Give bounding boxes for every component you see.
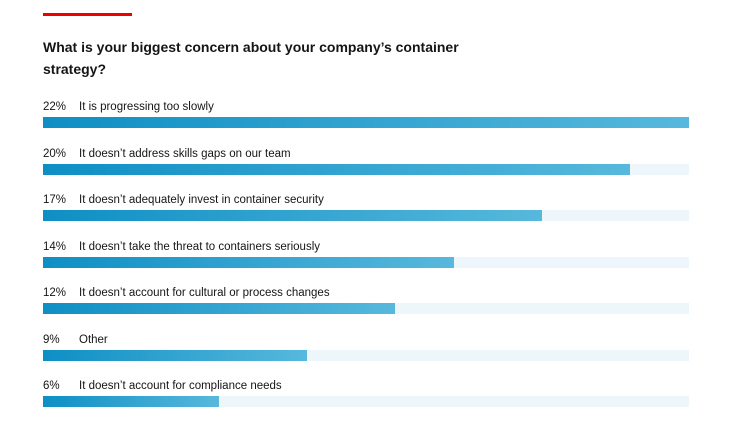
bar-track	[43, 349, 689, 361]
bar-fill	[43, 256, 454, 268]
bar-percent-label: 17%	[43, 194, 67, 206]
accent-rule	[43, 13, 132, 16]
bar-label: 9% Other	[43, 332, 108, 348]
bar-label: 12% It doesn’t account for cultural or pr…	[43, 285, 330, 301]
bar-percent-label: 14%	[43, 240, 67, 253]
bar-track	[43, 163, 689, 175]
bar-row: 9% Other	[43, 332, 689, 379]
bar-fill	[43, 303, 395, 314]
bar-label: 6% It doesn’t account for compliance need…	[43, 378, 282, 394]
bar-fill	[43, 210, 542, 221]
bar-row: 17% It doesn’t adequately invest in conta…	[43, 192, 689, 239]
bar-label: 22% It is progressing too slowly	[43, 99, 214, 115]
bar-percent-label: 12%	[43, 287, 67, 299]
bar-track	[43, 303, 689, 314]
bar-category-label: It doesn’t address skills gaps on our te…	[79, 147, 291, 160]
bar-category-label: It doesn’t account for compliance needs	[79, 380, 282, 392]
chart-title: What is your biggest concern about your …	[43, 39, 459, 77]
bar-list: 22% It is progressing too slowly 20% It doe…	[43, 99, 689, 425]
bar-track	[43, 396, 689, 407]
bar-fill	[43, 349, 307, 361]
bar-category-label: It doesn’t adequately invest in containe…	[79, 194, 324, 206]
bar-label: 14% It doesn’t take the threat to contain…	[43, 239, 320, 255]
bar-row: 20% It doesn’t address skills gaps on our…	[43, 146, 689, 193]
bar-label: 17% It doesn’t adequately invest in conta…	[43, 192, 324, 208]
bar-percent-label: 9%	[43, 333, 60, 346]
bar-track	[43, 117, 689, 128]
bar-percent-label: 6%	[43, 380, 60, 392]
bar-track	[43, 256, 689, 268]
bar-track	[43, 210, 689, 221]
bar-category-label: It doesn’t account for cultural or proce…	[79, 287, 330, 299]
bar-row: 14% It doesn’t take the threat to contain…	[43, 239, 689, 286]
bar-category-label: Other	[79, 333, 108, 346]
bar-fill	[43, 163, 630, 175]
bar-category-label: It doesn’t take the threat to containers…	[79, 240, 320, 253]
bar-row: 6% It doesn’t account for compliance need…	[43, 378, 689, 425]
bar-row: 22% It is progressing too slowly	[43, 99, 689, 146]
bar-row: 12% It doesn’t account for cultural or pr…	[43, 285, 689, 332]
bar-percent-label: 22%	[43, 101, 67, 113]
bar-fill	[43, 117, 689, 128]
bar-percent-label: 20%	[43, 147, 67, 160]
bar-category-label: It is progressing too slowly	[79, 101, 214, 113]
bar-label: 20% It doesn’t address skills gaps on our…	[43, 146, 291, 162]
bar-fill	[43, 396, 219, 407]
